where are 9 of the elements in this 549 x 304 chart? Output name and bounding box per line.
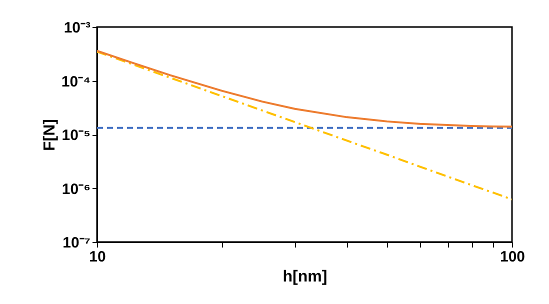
y-tick-label: 10⁻⁶ xyxy=(62,180,90,198)
y-tick-label: 10⁻³ xyxy=(64,20,90,36)
y-tick-label: 10⁻⁴ xyxy=(61,73,90,90)
y-axis-title: F[N] xyxy=(41,119,58,151)
x-tick-label: 100 xyxy=(500,248,526,266)
x-axis-title: h[nm] xyxy=(282,268,328,286)
y-tick-label: 10⁻⁷ xyxy=(62,234,90,252)
y-tick-label: 10⁻⁵ xyxy=(62,127,90,144)
x-tick-label: 10 xyxy=(89,248,106,266)
